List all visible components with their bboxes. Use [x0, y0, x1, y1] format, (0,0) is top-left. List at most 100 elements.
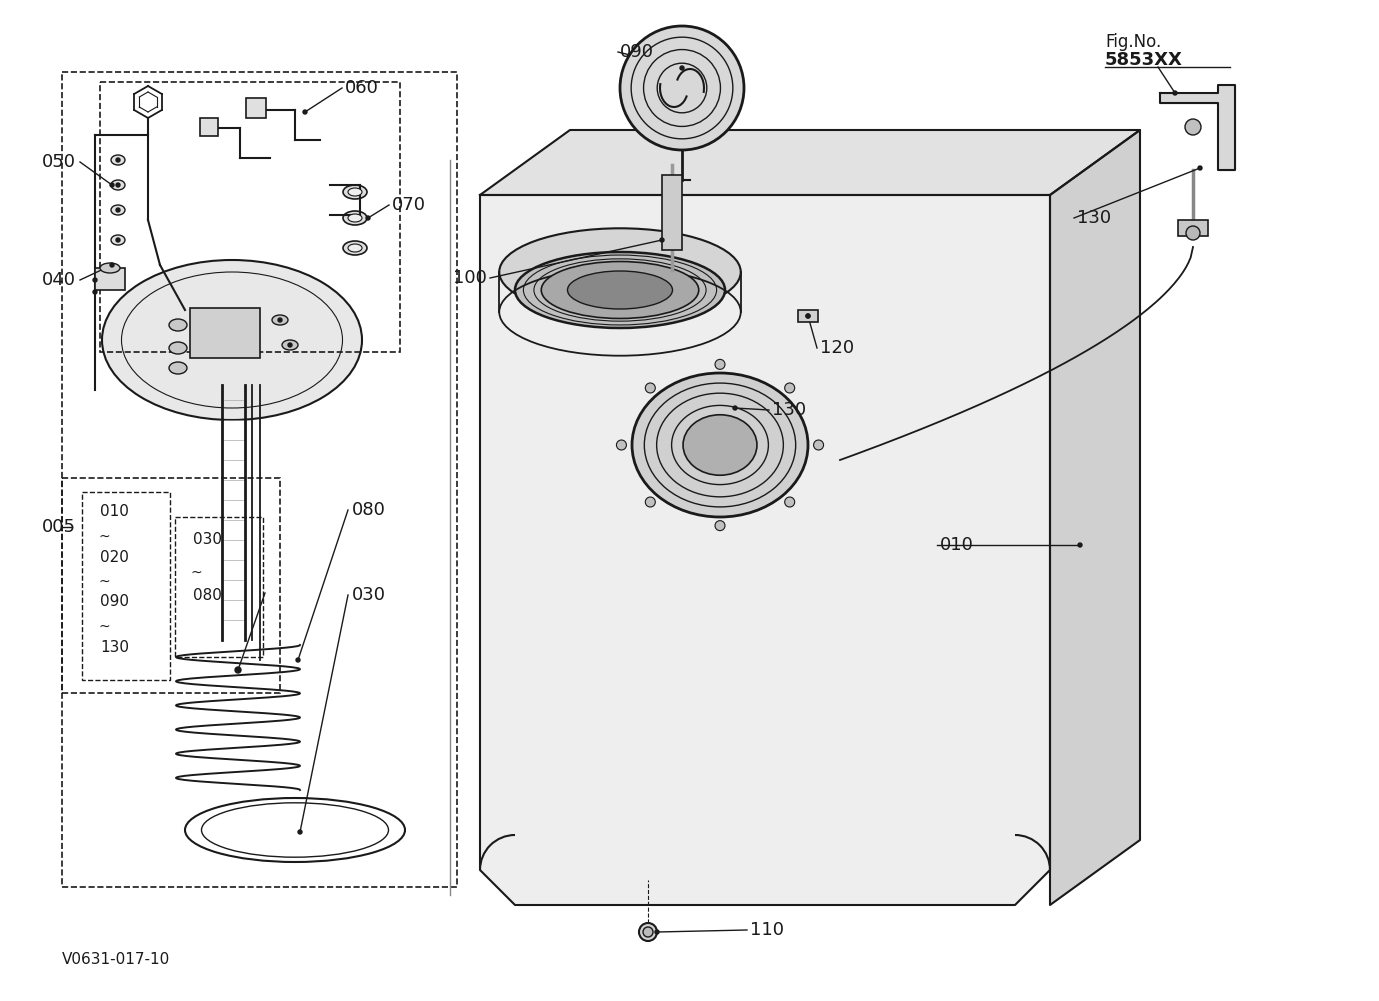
- Text: 120: 120: [821, 339, 854, 357]
- Text: 060: 060: [345, 79, 379, 97]
- Ellipse shape: [568, 271, 673, 309]
- Bar: [81, 492, 170, 680]
- Circle shape: [643, 927, 654, 937]
- Text: 010: 010: [940, 536, 974, 554]
- Circle shape: [1185, 119, 1201, 135]
- Ellipse shape: [110, 205, 125, 215]
- Ellipse shape: [348, 188, 363, 196]
- Bar: [245, 98, 266, 118]
- Text: Fig.No.: Fig.No.: [1105, 33, 1161, 51]
- Text: ~: ~: [192, 566, 203, 580]
- Polygon shape: [1160, 85, 1236, 170]
- Circle shape: [92, 278, 97, 282]
- Circle shape: [785, 383, 794, 393]
- Text: 005: 005: [41, 518, 76, 536]
- Bar: [95, 268, 125, 290]
- Circle shape: [714, 521, 725, 531]
- Circle shape: [1198, 166, 1202, 170]
- Polygon shape: [480, 195, 1049, 905]
- Ellipse shape: [514, 252, 725, 328]
- Ellipse shape: [110, 155, 125, 165]
- Ellipse shape: [170, 342, 188, 354]
- Text: ~: ~: [98, 530, 109, 544]
- Circle shape: [234, 667, 241, 673]
- Ellipse shape: [343, 185, 367, 199]
- Circle shape: [621, 26, 745, 150]
- Text: V0631-017-10: V0631-017-10: [62, 953, 170, 968]
- Circle shape: [365, 216, 370, 220]
- Text: 100: 100: [452, 269, 487, 287]
- Text: 130: 130: [101, 640, 130, 655]
- Text: ~: ~: [98, 575, 109, 589]
- Ellipse shape: [683, 414, 757, 475]
- Ellipse shape: [110, 180, 125, 190]
- Circle shape: [1078, 543, 1083, 547]
- Circle shape: [288, 343, 292, 347]
- Text: 5853XX: 5853XX: [1105, 51, 1183, 69]
- Text: 020: 020: [101, 550, 128, 565]
- Circle shape: [116, 238, 120, 242]
- Circle shape: [1186, 226, 1200, 240]
- Text: 110: 110: [750, 921, 785, 939]
- Circle shape: [638, 923, 656, 941]
- Circle shape: [661, 238, 665, 242]
- Ellipse shape: [281, 340, 298, 350]
- Circle shape: [785, 497, 794, 508]
- Ellipse shape: [348, 244, 363, 252]
- Circle shape: [805, 314, 809, 318]
- Ellipse shape: [343, 241, 367, 255]
- Text: 070: 070: [392, 196, 426, 214]
- Circle shape: [645, 497, 655, 508]
- Circle shape: [92, 290, 97, 294]
- Ellipse shape: [102, 260, 363, 420]
- Ellipse shape: [632, 373, 808, 517]
- Circle shape: [1174, 91, 1178, 95]
- Circle shape: [655, 930, 659, 934]
- Circle shape: [296, 658, 301, 662]
- Circle shape: [116, 158, 120, 162]
- Circle shape: [645, 383, 655, 393]
- Circle shape: [116, 208, 120, 212]
- Ellipse shape: [170, 362, 188, 374]
- Text: 080: 080: [193, 588, 222, 603]
- Circle shape: [616, 440, 626, 450]
- Bar: [190, 308, 261, 358]
- Bar: [62, 478, 280, 693]
- Circle shape: [279, 318, 281, 322]
- Circle shape: [805, 314, 809, 318]
- Text: 080: 080: [352, 500, 386, 519]
- Circle shape: [298, 830, 302, 834]
- Ellipse shape: [343, 211, 367, 225]
- Ellipse shape: [541, 261, 699, 318]
- Text: 050: 050: [41, 153, 76, 171]
- Text: 090: 090: [101, 595, 130, 610]
- Bar: [662, 175, 683, 250]
- Circle shape: [680, 66, 684, 70]
- Circle shape: [814, 440, 823, 450]
- Bar: [175, 517, 263, 657]
- Text: 130: 130: [772, 401, 807, 419]
- Text: 090: 090: [621, 43, 654, 61]
- Text: ~: ~: [98, 620, 109, 634]
- Circle shape: [110, 183, 114, 187]
- Circle shape: [303, 110, 308, 114]
- Text: 030: 030: [352, 586, 386, 604]
- Bar: [1178, 220, 1208, 236]
- Bar: [798, 310, 818, 322]
- Ellipse shape: [170, 319, 188, 331]
- Text: 010: 010: [101, 505, 128, 520]
- Text: 040: 040: [41, 271, 76, 289]
- Polygon shape: [1049, 130, 1140, 905]
- Text: 030: 030: [193, 533, 222, 548]
- Ellipse shape: [348, 214, 363, 222]
- Ellipse shape: [101, 263, 120, 273]
- Bar: [200, 118, 218, 136]
- Text: 130: 130: [1077, 209, 1111, 227]
- Ellipse shape: [110, 235, 125, 245]
- Bar: [62, 72, 456, 887]
- Ellipse shape: [499, 228, 741, 315]
- Ellipse shape: [272, 315, 288, 325]
- Circle shape: [110, 263, 114, 267]
- Circle shape: [734, 406, 736, 410]
- Bar: [101, 82, 400, 352]
